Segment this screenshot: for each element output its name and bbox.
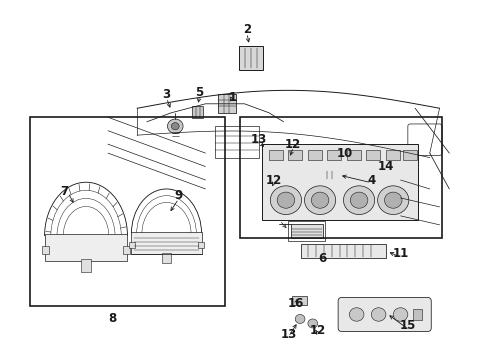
Circle shape bbox=[392, 308, 407, 321]
Text: 6: 6 bbox=[318, 252, 326, 265]
Circle shape bbox=[304, 186, 335, 215]
Circle shape bbox=[311, 192, 328, 208]
Bar bbox=[402, 150, 416, 160]
Bar bbox=[217, 94, 236, 113]
Bar bbox=[268, 150, 282, 160]
Bar bbox=[290, 224, 322, 238]
Bar bbox=[192, 105, 203, 118]
Bar bbox=[81, 259, 91, 272]
Bar bbox=[300, 244, 385, 258]
Text: 11: 11 bbox=[391, 247, 408, 261]
Text: 15: 15 bbox=[399, 319, 415, 332]
Bar bbox=[161, 253, 171, 263]
FancyBboxPatch shape bbox=[337, 297, 430, 332]
Text: 8: 8 bbox=[108, 312, 117, 325]
Circle shape bbox=[343, 186, 374, 215]
Circle shape bbox=[277, 192, 294, 208]
Circle shape bbox=[349, 192, 367, 208]
Text: 7: 7 bbox=[60, 185, 68, 198]
Bar bbox=[122, 246, 130, 254]
Bar bbox=[346, 150, 360, 160]
Text: 3: 3 bbox=[162, 88, 170, 101]
Circle shape bbox=[167, 119, 183, 134]
Bar bbox=[322, 171, 337, 179]
Circle shape bbox=[384, 192, 401, 208]
Circle shape bbox=[295, 315, 305, 323]
Bar bbox=[261, 144, 417, 220]
Circle shape bbox=[348, 308, 363, 321]
Bar bbox=[238, 45, 263, 70]
Bar bbox=[327, 150, 340, 160]
Text: 2: 2 bbox=[243, 23, 250, 36]
Bar bbox=[385, 150, 399, 160]
Circle shape bbox=[171, 123, 179, 130]
Text: 9: 9 bbox=[174, 189, 183, 202]
Text: 16: 16 bbox=[287, 297, 303, 310]
Text: 12: 12 bbox=[309, 324, 325, 337]
Circle shape bbox=[377, 186, 408, 215]
Bar bbox=[366, 150, 379, 160]
Text: 13: 13 bbox=[280, 328, 296, 341]
Text: 14: 14 bbox=[377, 160, 393, 173]
Bar bbox=[44, 234, 127, 261]
Circle shape bbox=[370, 308, 385, 321]
Text: 4: 4 bbox=[366, 174, 375, 186]
Bar bbox=[215, 126, 259, 158]
Bar bbox=[307, 150, 321, 160]
Circle shape bbox=[270, 186, 301, 215]
Text: 1: 1 bbox=[228, 91, 236, 104]
Text: 5: 5 bbox=[195, 86, 203, 99]
Text: 13: 13 bbox=[250, 133, 267, 146]
Bar bbox=[131, 231, 201, 254]
Bar bbox=[292, 296, 306, 305]
Text: 12: 12 bbox=[265, 174, 281, 186]
Text: 10: 10 bbox=[336, 147, 352, 159]
Bar bbox=[42, 246, 49, 254]
Text: 12: 12 bbox=[285, 138, 301, 150]
Bar bbox=[288, 221, 325, 240]
Circle shape bbox=[307, 319, 317, 328]
Bar bbox=[288, 150, 302, 160]
Bar bbox=[129, 242, 135, 248]
Bar bbox=[198, 242, 203, 248]
Bar bbox=[30, 117, 224, 306]
Bar bbox=[412, 309, 421, 320]
Bar bbox=[239, 117, 441, 238]
